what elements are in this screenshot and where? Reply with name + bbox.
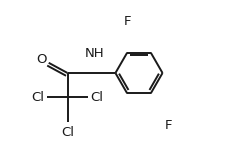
Text: F: F bbox=[165, 119, 172, 132]
Text: Cl: Cl bbox=[91, 91, 104, 104]
Text: Cl: Cl bbox=[31, 91, 44, 104]
Text: F: F bbox=[124, 15, 131, 28]
Text: Cl: Cl bbox=[61, 126, 74, 139]
Text: O: O bbox=[37, 53, 47, 66]
Text: NH: NH bbox=[84, 47, 104, 60]
